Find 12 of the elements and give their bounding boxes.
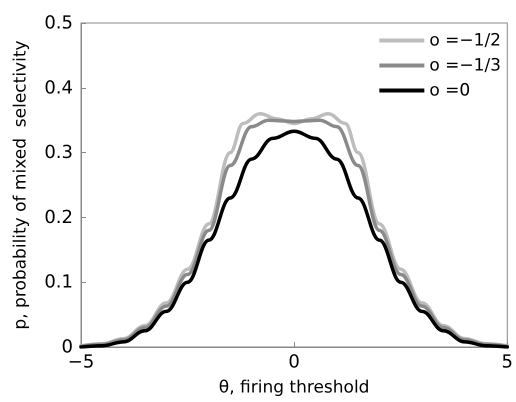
x-axis-title: θ, firing threshold [218,378,370,398]
x-tick-label: 0 [288,352,300,372]
x-tick-label: 5 [502,352,513,372]
y-tick-label: 0.4 [44,77,73,98]
y-tick-label: 0.1 [44,272,73,293]
y-tick-label: 0.5 [44,12,73,34]
legend-label: o =−1/3 [429,56,502,76]
y-tick-label: 0.3 [44,142,73,164]
legend-label: o =0 [429,80,470,100]
y-tick-label: 0.2 [44,206,73,228]
legend-label: o =−1/2 [429,30,502,50]
y-axis-title: p, probability of mixed selectivity [10,40,30,330]
